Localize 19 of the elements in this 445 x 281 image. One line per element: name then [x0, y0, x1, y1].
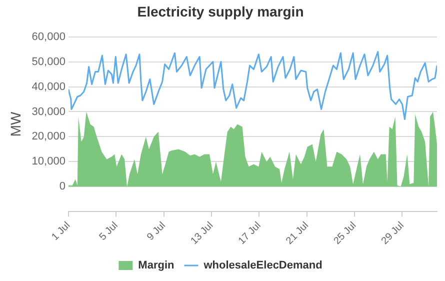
legend-label: wholesaleElecDemand [202, 260, 322, 272]
y-tick-label: 0 [59, 180, 66, 193]
y-tick-label: 60,000 [32, 30, 66, 43]
chart-title: Electricity supply margin [137, 3, 304, 20]
legend-label: Margin [138, 260, 175, 272]
y-tick-label: 30,000 [32, 106, 66, 118]
x-tick-label: 13 Jul [188, 220, 216, 247]
y-tick-label: 10,000 [32, 156, 66, 168]
x-tick-label: 25 Jul [332, 220, 359, 247]
x-tick-label: 17 Jul [236, 220, 264, 247]
x-tick-label: 9 Jul [145, 220, 168, 243]
y-tick-label: 20,000 [32, 130, 66, 143]
x-tick-label: 5 Jul [97, 220, 120, 243]
y-tick-label: 40,000 [32, 80, 66, 93]
y-tick-label: 50,000 [32, 56, 66, 68]
x-tick-label: 29 Jul [380, 220, 406, 247]
y-axis-title: MW [7, 111, 24, 137]
x-tick-label: 21 Jul [284, 220, 311, 247]
x-tick-label: 1 Jul [50, 220, 73, 243]
